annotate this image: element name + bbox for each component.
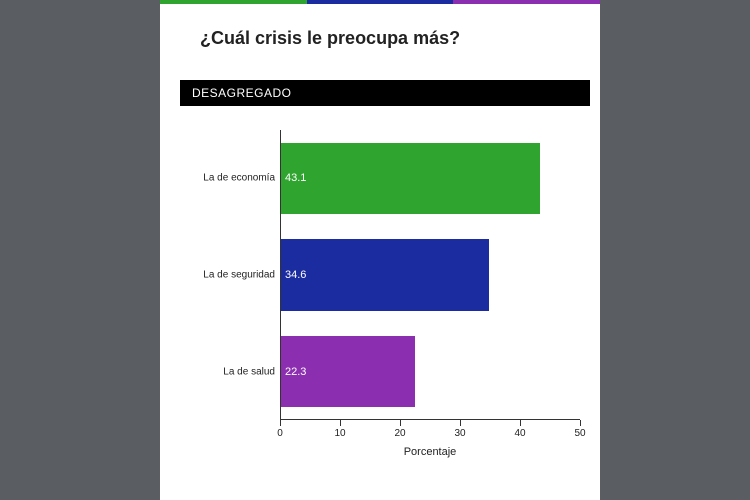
x-tick-label: 10 xyxy=(334,428,345,439)
x-tick-label: 50 xyxy=(574,428,585,439)
bar-chart: 43.1 34.6 22.3 Porcentaje La de economía La… xyxy=(180,130,590,470)
bar-value-label: 34.6 xyxy=(285,269,306,281)
chart-title: ¿Cuál crisis le preocupa más? xyxy=(200,28,460,49)
x-tick-label: 40 xyxy=(514,428,525,439)
category-label: La de seguridad xyxy=(180,270,275,281)
topbar-seg-1 xyxy=(160,0,307,4)
plot-area: 43.1 34.6 22.3 xyxy=(280,130,580,420)
bar: 34.6 xyxy=(281,239,489,311)
x-tick xyxy=(280,420,281,426)
bar-value-label: 43.1 xyxy=(285,172,306,184)
category-label: La de economía xyxy=(180,173,275,184)
x-axis-label: Porcentaje xyxy=(280,446,580,458)
category-label: La de salud xyxy=(180,366,275,377)
topbar-seg-3 xyxy=(453,0,600,4)
x-tick xyxy=(400,420,401,426)
x-tick xyxy=(460,420,461,426)
x-tick xyxy=(340,420,341,426)
x-tick-label: 30 xyxy=(454,428,465,439)
x-tick xyxy=(580,420,581,426)
topbar-seg-2 xyxy=(307,0,454,4)
top-color-bar xyxy=(160,0,600,4)
tab-label[interactable]: DESAGREGADO xyxy=(180,80,590,106)
bar: 22.3 xyxy=(281,336,415,408)
x-tick-label: 20 xyxy=(394,428,405,439)
panel: ¿Cuál crisis le preocupa más? DESAGREGAD… xyxy=(160,0,600,500)
x-tick xyxy=(520,420,521,426)
x-tick-label: 0 xyxy=(277,428,283,439)
bar: 43.1 xyxy=(281,143,540,215)
bar-value-label: 22.3 xyxy=(285,366,306,378)
